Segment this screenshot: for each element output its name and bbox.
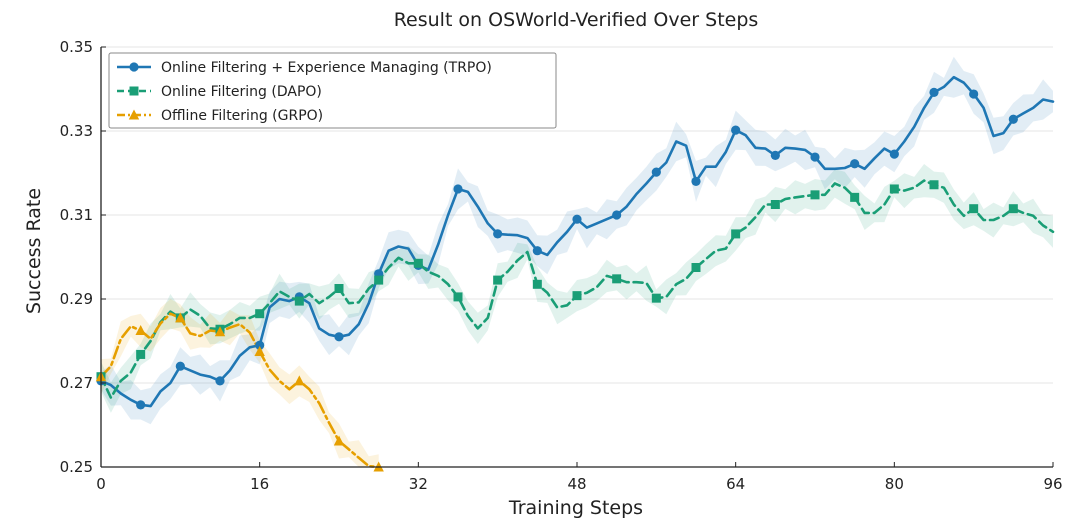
marker-series-0	[929, 87, 939, 97]
marker-series-0	[493, 229, 503, 239]
marker-series-2	[175, 312, 186, 323]
y-axis-label: Success Rate	[23, 188, 45, 314]
marker-series-1	[255, 309, 265, 319]
marker-series-1	[532, 279, 542, 289]
y-tick-label: 0.29	[60, 290, 93, 308]
x-tick-label: 32	[409, 475, 428, 493]
legend: Online Filtering + Experience Managing (…	[108, 52, 557, 129]
chart-title: Result on OSWorld-Verified Over Steps	[394, 9, 759, 31]
legend-label-series-0: Online Filtering + Experience Managing (…	[161, 60, 492, 76]
y-tick-label: 0.33	[60, 122, 93, 140]
marker-series-1	[651, 293, 661, 303]
x-tick-label: 96	[1043, 475, 1062, 493]
marker-series-1	[136, 349, 146, 359]
y-tick-label: 0.31	[60, 206, 93, 224]
marker-series-1	[413, 258, 423, 268]
marker-series-0	[691, 176, 701, 186]
x-tick-label: 0	[96, 475, 106, 493]
legend-label-series-1: Online Filtering (DAPO)	[161, 84, 322, 100]
marker-series-1	[969, 204, 979, 214]
marker-series-0	[810, 152, 820, 162]
legend-marker-series-1	[129, 86, 139, 96]
marker-series-1	[453, 292, 463, 302]
x-tick-label: 48	[567, 475, 586, 493]
marker-series-0	[334, 332, 344, 342]
marker-series-1	[493, 275, 503, 285]
marker-series-0	[175, 361, 185, 371]
axes	[100, 46, 1054, 468]
marker-series-1	[334, 284, 344, 293]
marker-series-2	[214, 326, 226, 337]
marker-series-1	[889, 184, 899, 194]
marker-series-1	[1008, 204, 1018, 214]
marker-series-1	[850, 192, 860, 202]
marker-series-0	[770, 150, 780, 160]
marker-series-1	[691, 263, 701, 272]
line-series-2	[99, 312, 381, 469]
marker-series-0	[532, 246, 542, 256]
marker-series-0	[255, 340, 265, 350]
band-series-2	[101, 299, 379, 467]
marker-series-1	[929, 180, 939, 190]
x-tick-label: 80	[885, 475, 904, 493]
x-axis-label: Training Steps	[508, 497, 643, 519]
marker-series-1	[572, 291, 582, 301]
marker-series-1	[374, 275, 384, 285]
marker-series-2	[135, 325, 146, 335]
marker-series-1	[294, 296, 304, 306]
marker-series-0	[969, 89, 979, 99]
legend-box	[108, 52, 557, 129]
marker-series-0	[572, 214, 582, 224]
marker-series-0	[731, 125, 741, 135]
marker-series-2	[333, 435, 345, 446]
legend-label-series-2: Offline Filtering (GRPO)	[161, 108, 323, 124]
marker-series-1	[731, 229, 741, 239]
marker-series-0	[850, 159, 860, 169]
marker-series-1	[810, 190, 820, 200]
marker-series-0	[453, 184, 463, 194]
marker-series-1	[612, 274, 622, 284]
y-tick-label: 0.25	[60, 458, 93, 476]
series-markers	[95, 87, 1018, 472]
marker-series-0	[889, 149, 899, 159]
marker-series-1	[770, 200, 780, 209]
marker-series-0	[215, 376, 225, 386]
y-tick-label: 0.35	[60, 38, 93, 56]
marker-series-2	[254, 346, 265, 356]
tick-labels: 0 16 32 48 64 80 96 0.25 0.27 0.29 0.31 0.33 0.35	[60, 38, 1063, 493]
marker-series-0	[136, 400, 146, 410]
band-series-1	[101, 164, 1053, 413]
marker-series-0	[651, 167, 661, 177]
legend-marker-series-2	[128, 109, 140, 120]
marker-series-0	[612, 210, 622, 220]
marker-series-2	[294, 375, 305, 386]
marker-series-0	[1008, 114, 1018, 124]
x-tick-label: 16	[250, 475, 269, 493]
x-tick-label: 64	[726, 475, 745, 493]
y-tick-label: 0.27	[60, 374, 93, 392]
legend-marker-series-0	[129, 62, 139, 72]
